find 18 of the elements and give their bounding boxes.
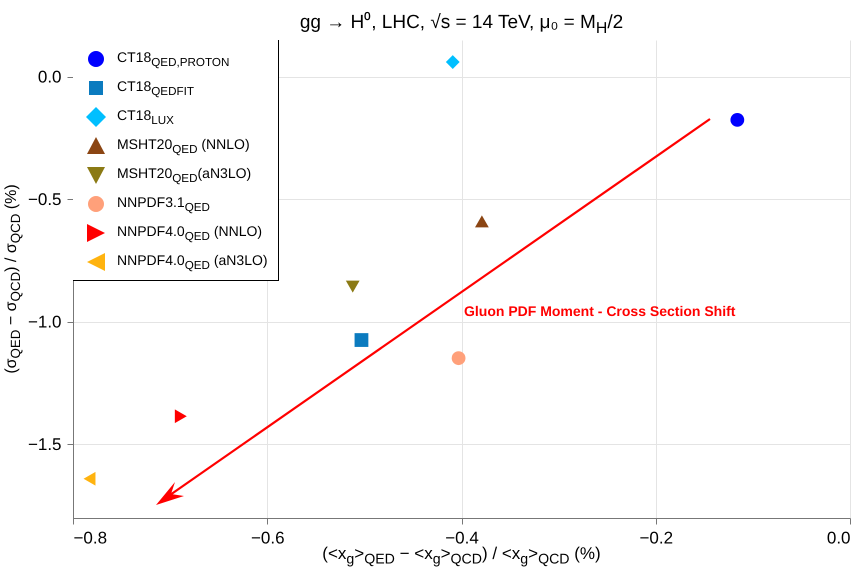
legend-label: NNPDF4.0$_{QED}$ (aN3LO) (117, 252, 268, 272)
x-tick-label: 0.0 (826, 528, 850, 548)
chart-title: gg → H⁰, LHC, √s = 14 TeV, μ₀ = M$_{H}$/2 (298, 10, 624, 38)
legend-label: MSHT20$_{QED}$(aN3LO) (117, 164, 252, 184)
x-tick-label: −0.6 (250, 528, 285, 548)
annotation: Gluon PDF Moment - Cross Section Shift (464, 303, 736, 319)
legend-label: NNPDF3.1$_{QED}$ (117, 194, 210, 214)
legend-label: CT18$_{QEDFIT}$ (117, 78, 194, 98)
legend-label: CT18$_{LUX}$ (117, 106, 174, 126)
legend-label: MSHT20$_{QED}$ (NNLO) (117, 136, 250, 156)
y-tick-label: 0.0 (38, 67, 62, 86)
y-tick-label: −1.5 (28, 434, 62, 454)
y-tick-label: −0.5 (28, 190, 62, 209)
legend-label: NNPDF4.0$_{QED}$ (NNLO) (117, 222, 262, 242)
legend-label: CT18$_{QED,PROTON}$ (117, 48, 230, 68)
x-tick-label: −0.8 (74, 528, 108, 548)
y-tick-label: −1.0 (28, 312, 62, 332)
x-tick-label: −0.2 (639, 528, 674, 548)
